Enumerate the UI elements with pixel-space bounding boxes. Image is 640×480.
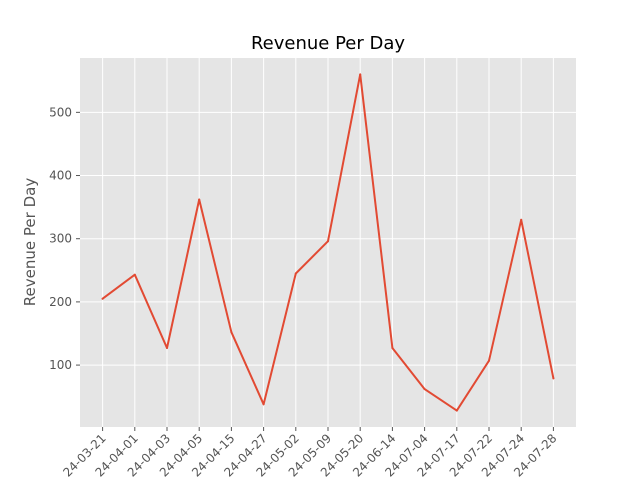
y-axis-label: Revenue Per Day [21,178,39,307]
data-point [262,403,265,406]
data-point [101,297,104,300]
data-point [423,388,426,391]
data-points [101,73,555,412]
data-point [133,273,136,276]
y-axis: 100 200 300 400 500 [49,105,80,372]
data-point [230,331,233,334]
data-point [391,347,394,350]
y-tick-label: 400 [49,169,72,183]
y-tick-label: 200 [49,295,72,309]
data-point [488,359,490,362]
y-tick-label: 500 [49,105,72,119]
data-point [552,377,555,380]
data-point [359,73,362,76]
data-point [294,272,297,275]
data-point [455,409,458,412]
y-tick-label: 300 [49,232,72,246]
y-tick-label: 100 [49,358,72,372]
data-point [327,240,329,243]
data-point [166,347,168,350]
chart-title: Revenue Per Day [251,33,405,54]
data-point [198,198,201,201]
x-axis: 24-03-2124-04-0124-04-0324-04-0524-04-15… [60,427,560,480]
data-point [520,218,523,221]
